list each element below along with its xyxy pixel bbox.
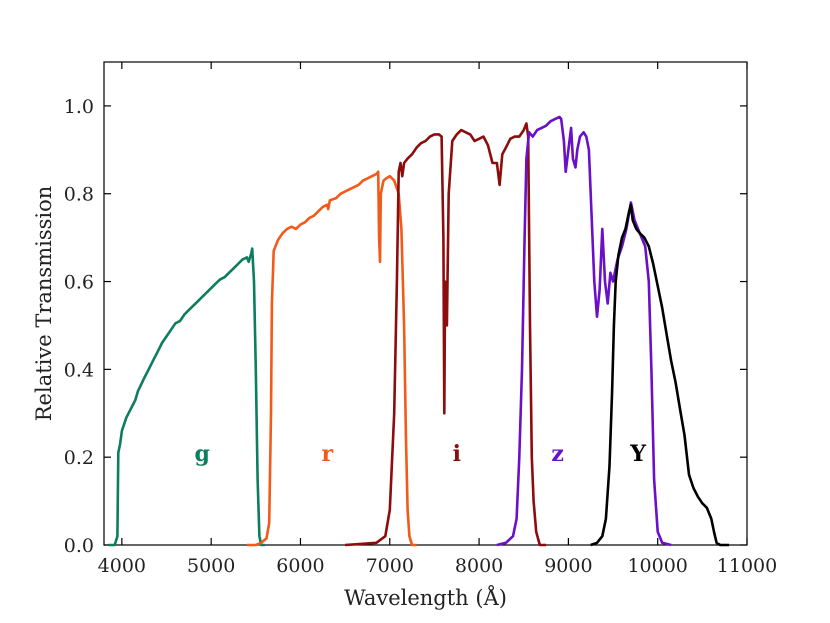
y-tick-label: 0.6 [64,272,94,294]
band-label-y: Y [629,441,646,467]
series-line-y [590,203,730,547]
y-tick-label: 0.8 [64,184,94,206]
y-tick-label: 1.0 [64,96,94,118]
x-axis-label: Wavelength (Å) [344,585,507,610]
series-line-g [108,247,265,547]
x-tick-label: 7000 [366,555,414,577]
band-label-i: i [453,441,461,467]
series-line-i [345,122,547,547]
y-tick-label: 0.2 [64,447,94,469]
series-layer [108,115,730,547]
y-tick-label: 0.4 [64,359,94,381]
plot-area [103,61,748,546]
x-tick-label: 10000 [627,555,687,577]
band-label-z: z [551,441,564,467]
series-line-z [496,115,672,547]
series-line-r [246,170,417,547]
y-axis-ticks: 0.0 0.2 0.4 0.6 0.8 1.0 [64,96,747,557]
x-tick-label: 5000 [187,555,235,577]
y-tick-label: 0.0 [64,535,94,557]
plot-frame [103,61,748,546]
band-label-r: r [321,441,333,467]
x-tick-label: 6000 [276,555,324,577]
x-tick-label: 9000 [544,555,592,577]
band-label-g: g [195,441,210,467]
x-tick-label: 4000 [98,555,146,577]
x-tick-label: 8000 [455,555,503,577]
x-axis-ticks: 4000 5000 6000 7000 8000 9000 10000 11000 [98,62,777,577]
x-tick-label: 11000 [717,555,777,577]
y-axis-label: Relative Transmission [32,186,56,422]
